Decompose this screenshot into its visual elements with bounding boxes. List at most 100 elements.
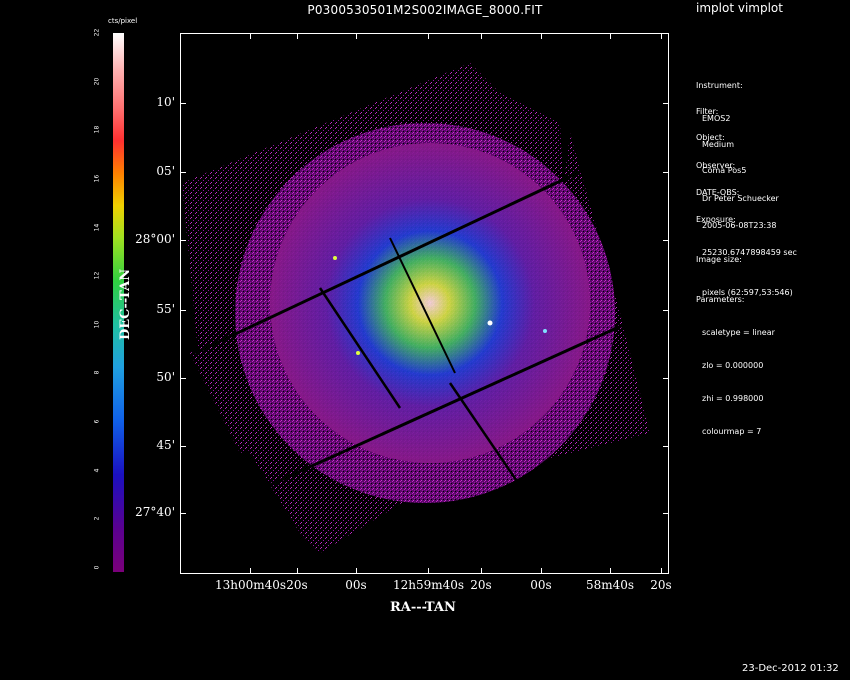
colorbar-tick-label: 2	[93, 516, 101, 521]
chip-gap	[229, 311, 651, 505]
y-tick-mark	[663, 240, 669, 241]
x-tick-mark	[481, 568, 482, 574]
y-tick-mark	[663, 310, 669, 311]
param-colourmap: colourmap = 7	[702, 427, 762, 436]
app-title: implot vimplot	[696, 1, 783, 15]
x-tick-mark	[481, 33, 482, 39]
x-tick-mark	[250, 33, 251, 39]
x-tick-mark	[356, 33, 357, 39]
x-tick-mark	[297, 568, 298, 574]
y-tick-mark	[663, 446, 669, 447]
colorbar-tick-label: 0	[93, 565, 101, 570]
colorbar-tick-label: 14	[93, 223, 101, 231]
colorbar-tick-label: 12	[93, 271, 101, 280]
x-tick-mark	[541, 568, 542, 574]
info-observer: Observer: Dr Peter Schuecker	[696, 138, 779, 215]
info-value: 2005-06-08T23:38	[702, 221, 777, 230]
footer-timestamp: 23-Dec-2012 01:32	[742, 663, 839, 674]
x-tick-mark	[297, 33, 298, 39]
info-value: 25230.6747898459 sec	[702, 248, 797, 257]
colorbar-tick-label: 16	[93, 174, 101, 183]
y-tick-mark	[663, 103, 669, 104]
colorbar-tick-label: 18	[93, 125, 101, 134]
x-tick-label: 20s	[650, 578, 672, 592]
y-tick-mark	[180, 513, 186, 514]
x-tick-label: 00s	[530, 578, 552, 592]
chip-gap	[448, 382, 527, 494]
x-tick-label: 12h59m40s	[393, 578, 465, 592]
colorbar-unit-label: cts/pixel	[108, 17, 138, 25]
info-key: Parameters:	[696, 295, 745, 304]
param-zhi: zhi = 0.998000	[702, 394, 764, 403]
y-tick-mark	[180, 378, 186, 379]
y-tick-label: 27°40'	[135, 505, 175, 519]
x-tick-mark	[428, 33, 429, 39]
y-tick-mark	[663, 172, 669, 173]
colorbar-tick-label: 22	[93, 28, 101, 37]
info-value: pixels (62:597,53:546)	[702, 288, 793, 297]
y-tick-label: 05'	[156, 164, 175, 178]
y-tick-label: 45'	[156, 438, 175, 452]
y-tick-mark	[663, 378, 669, 379]
info-value: Medium	[702, 140, 734, 149]
x-tick-mark	[661, 33, 662, 39]
cluster-emission	[270, 143, 590, 463]
x-tick-mark	[610, 568, 611, 574]
y-tick-label: 28°00'	[135, 232, 175, 246]
x-tick-label: 00s	[345, 578, 367, 592]
colorbar-tick-label: 10	[93, 320, 101, 329]
x-tick-label: 20s	[470, 578, 492, 592]
y-axis-label: DEC--TAN	[118, 268, 133, 340]
x-tick-label: 58m40s	[585, 578, 635, 592]
x-tick-mark	[661, 568, 662, 574]
x-tick-mark	[610, 33, 611, 39]
image-title: P0300530501M2S002IMAGE_8000.FIT	[307, 3, 543, 17]
x-tick-label: 20s	[286, 578, 308, 592]
y-tick-mark	[180, 172, 186, 173]
info-image-size: Image size: pixels (62:597,53:546)	[696, 232, 793, 309]
info-key: Filter:	[696, 107, 719, 116]
param-scaletype: scaletype = linear	[702, 328, 775, 337]
x-axis-label: RA---TAN	[390, 600, 456, 615]
plot-frame	[180, 33, 669, 574]
chip-gap	[318, 287, 402, 409]
info-date: DATE-OBS: 2005-06-08T23:38	[696, 165, 776, 242]
colorbar-tick-label: 8	[93, 371, 101, 375]
info-key: Object:	[696, 133, 725, 142]
x-tick-mark	[250, 568, 251, 574]
info-key: Exposure:	[696, 215, 736, 224]
info-value: Dr Peter Schuecker	[702, 194, 779, 203]
info-key: Instrument:	[696, 81, 743, 90]
y-tick-mark	[180, 310, 186, 311]
info-key: Image size:	[696, 255, 742, 264]
colorbar-tick-label: 6	[93, 419, 101, 424]
info-exposure: Exposure: 25230.6747898459 sec	[696, 192, 797, 269]
param-zlo: zlo = 0.000000	[702, 361, 764, 370]
y-tick-mark	[663, 513, 669, 514]
info-object: Object: Coma Pos5	[696, 110, 746, 187]
info-parameters: Parameters: scaletype = linear zlo = 0.0…	[696, 272, 775, 448]
y-tick-mark	[180, 240, 186, 241]
x-tick-mark	[356, 568, 357, 574]
point-source	[333, 256, 337, 260]
info-value: EMOS2	[702, 114, 731, 123]
info-instrument: Instrument: EMOS2	[696, 58, 743, 135]
point-source	[487, 320, 493, 326]
y-tick-mark	[180, 446, 186, 447]
xray-image	[182, 63, 651, 553]
x-tick-mark	[428, 568, 429, 574]
y-tick-mark	[180, 103, 186, 104]
chip-gap	[194, 151, 621, 355]
colorbar-tick-label: 20	[93, 77, 101, 85]
y-tick-label: 55'	[156, 302, 175, 316]
info-filter: Filter: Medium	[696, 84, 734, 161]
point-source	[356, 351, 360, 355]
chip-gap	[389, 237, 456, 374]
x-tick-label: 13h00m40s	[215, 578, 287, 592]
colorbar	[113, 33, 124, 572]
y-tick-label: 10'	[156, 95, 175, 109]
point-source	[543, 329, 547, 333]
info-value: Coma Pos5	[702, 166, 747, 175]
y-tick-label: 50'	[156, 370, 175, 384]
info-key: Observer:	[696, 161, 736, 170]
